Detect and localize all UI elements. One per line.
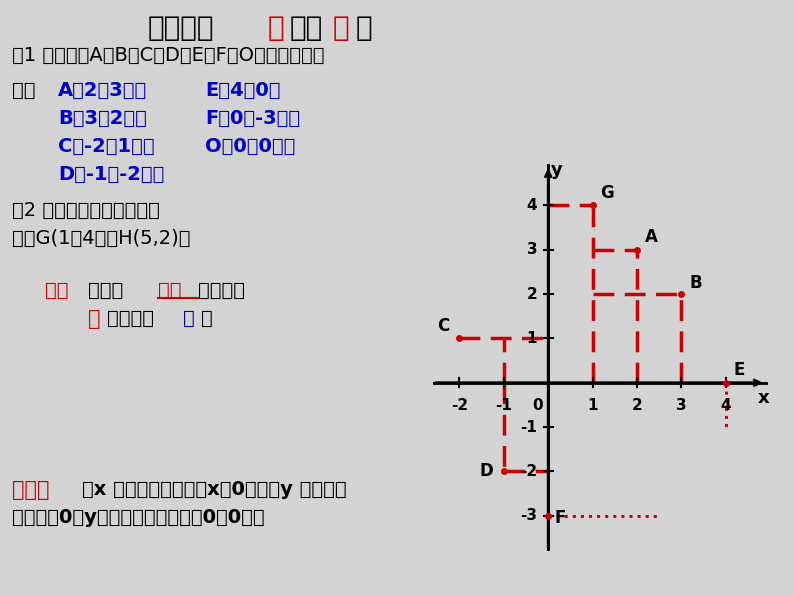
Text: B: B	[689, 274, 702, 292]
Text: G: G	[600, 184, 615, 201]
Text: 知识一：: 知识一：	[148, 14, 214, 42]
Text: 例2 在平面直角坐标系中画: 例2 在平面直角坐标系中画	[12, 201, 160, 220]
Text: 面: 面	[201, 309, 213, 328]
Text: 在x 轴上点的坐标是（x，0），在y 轴上点的: 在x 轴上点的坐标是（x，0），在y 轴上点的	[82, 480, 347, 499]
Text: 注意：: 注意：	[12, 480, 49, 500]
Text: 0: 0	[532, 398, 542, 413]
Text: A（2，3）；: A（2，3）；	[58, 81, 147, 100]
Text: -1: -1	[520, 420, 537, 434]
Text: 1: 1	[588, 398, 598, 413]
Text: -1: -1	[495, 398, 512, 413]
Text: A: A	[645, 228, 657, 246]
Text: 的数对，: 的数对，	[198, 281, 245, 300]
Text: 有序: 有序	[158, 281, 182, 300]
Text: 点与: 点与	[290, 14, 323, 42]
Text: F: F	[555, 509, 566, 527]
Text: 前: 前	[183, 309, 195, 328]
Text: C（-2，1）；: C（-2，1）；	[58, 137, 155, 156]
Text: 注：: 注：	[45, 281, 68, 300]
Text: 点: 点	[356, 14, 372, 42]
Text: -3: -3	[520, 508, 537, 523]
Text: D（-1，-2）．: D（-1，-2）．	[58, 165, 164, 184]
Text: 描: 描	[333, 14, 349, 42]
Text: E（4，0）: E（4，0）	[205, 81, 280, 100]
Text: 坐标是: 坐标是	[88, 281, 123, 300]
Text: D: D	[480, 462, 493, 480]
Text: 4: 4	[526, 198, 537, 213]
Text: 2: 2	[631, 398, 642, 413]
Text: 3: 3	[676, 398, 687, 413]
Text: O（0，0）．: O（0，0）．	[205, 137, 295, 156]
Text: C: C	[437, 317, 449, 335]
Text: 解：: 解：	[12, 81, 36, 100]
Text: 2: 2	[526, 287, 537, 302]
Text: 坐标写在: 坐标写在	[107, 309, 154, 328]
Text: 坐标是（0，y），原点的坐标是（0，0）．: 坐标是（0，y），原点的坐标是（0，0）．	[12, 508, 264, 527]
Text: B（3，2）；: B（3，2）；	[58, 109, 147, 128]
Text: F（0，-3）；: F（0，-3）；	[205, 109, 300, 128]
Text: 3: 3	[526, 242, 537, 257]
Text: -2: -2	[451, 398, 468, 413]
Text: 出点G(1，4），H(5,2)。: 出点G(1，4），H(5,2)。	[12, 229, 191, 248]
Text: 例1 写出图中A、B、C、D、E、F、O各点的坐标．: 例1 写出图中A、B、C、D、E、F、O各点的坐标．	[12, 46, 325, 65]
Text: 4: 4	[720, 398, 731, 413]
Text: -2: -2	[520, 464, 537, 479]
Text: E: E	[734, 361, 745, 379]
Text: 读: 读	[268, 14, 284, 42]
Text: 横: 横	[88, 309, 101, 329]
Text: x: x	[757, 389, 769, 407]
Text: 1: 1	[526, 331, 537, 346]
Text: y: y	[551, 161, 563, 179]
